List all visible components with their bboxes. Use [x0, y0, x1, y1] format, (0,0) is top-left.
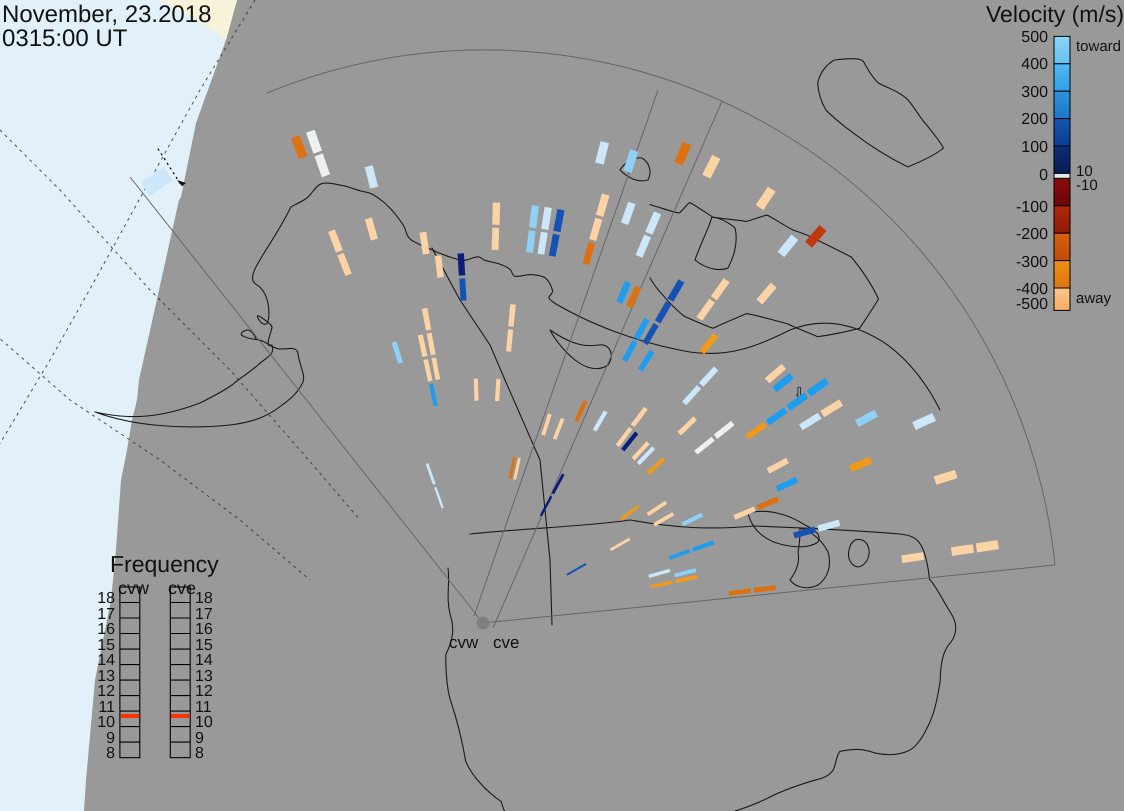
svg-text:16: 16 — [195, 621, 213, 638]
svg-text:12: 12 — [97, 683, 115, 700]
svg-text:100: 100 — [1021, 139, 1048, 156]
svg-text:10: 10 — [195, 714, 213, 731]
svg-text:Velocity (m/s): Velocity (m/s) — [986, 1, 1124, 27]
svg-text:cve: cve — [493, 633, 519, 652]
svg-text:November, 23.2018: November, 23.2018 — [2, 1, 211, 28]
svg-text:8: 8 — [195, 745, 204, 762]
svg-text:cve: cve — [168, 578, 196, 598]
svg-text:300: 300 — [1021, 84, 1048, 101]
svg-text:0: 0 — [1039, 167, 1048, 184]
svg-text:18: 18 — [195, 590, 213, 607]
svg-text:away: away — [1076, 290, 1112, 307]
svg-text:0315:00 UT: 0315:00 UT — [2, 25, 128, 52]
svg-text:-10: -10 — [1076, 177, 1098, 194]
svg-text:Frequency: Frequency — [110, 551, 219, 577]
svg-text:500: 500 — [1021, 29, 1048, 46]
svg-text:14: 14 — [97, 652, 115, 669]
svg-text:cvw: cvw — [449, 633, 479, 652]
svg-text:16: 16 — [97, 621, 115, 638]
svg-text:400: 400 — [1021, 56, 1048, 73]
svg-text:toward: toward — [1076, 38, 1121, 55]
svg-text:14: 14 — [195, 652, 213, 669]
svg-text:cvw: cvw — [118, 578, 150, 598]
svg-text:-200: -200 — [1016, 226, 1048, 243]
svg-text:10: 10 — [97, 714, 115, 731]
svg-text:18: 18 — [97, 590, 115, 607]
svg-text:200: 200 — [1021, 111, 1048, 128]
svg-text:8: 8 — [106, 745, 115, 762]
svg-text:-100: -100 — [1016, 199, 1048, 216]
svg-text:-300: -300 — [1016, 254, 1048, 271]
svg-text:12: 12 — [195, 683, 213, 700]
svg-text:-500: -500 — [1016, 296, 1048, 313]
